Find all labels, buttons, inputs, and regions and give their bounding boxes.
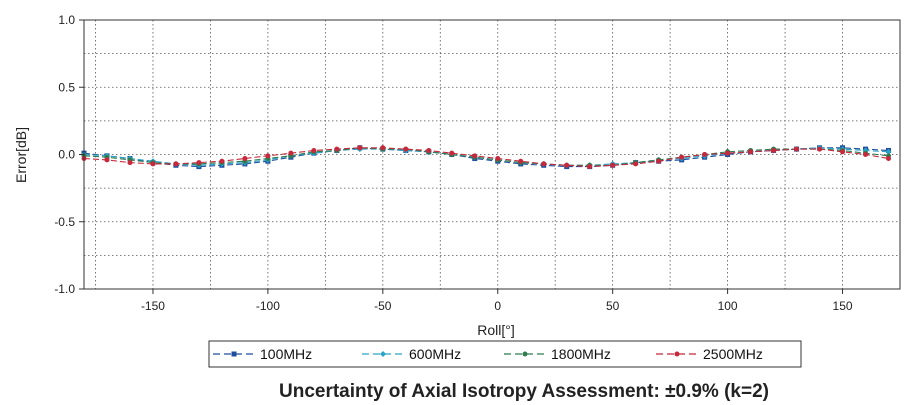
series-layer [81,144,892,170]
data-point [150,161,156,167]
data-point [518,158,524,164]
data-point [357,145,363,151]
data-point [725,150,731,156]
y-tick-label: 0.0 [58,148,75,162]
series-2500MHz [81,145,892,170]
data-point [288,150,294,156]
x-axis-ticks: -150 -100 -50 0 50 100 150 [141,289,853,313]
x-tick-label: -150 [141,299,165,313]
data-point [311,147,317,153]
data-point [380,145,386,151]
y-axis-title: Error[dB] [13,127,29,183]
x-tick-label: -100 [256,299,280,313]
x-tick-label: 150 [833,299,853,313]
data-point [610,162,616,168]
legend-label: 100MHz [260,346,312,362]
y-tick-label: -0.5 [54,215,75,229]
data-point [541,161,547,167]
data-point [748,149,754,155]
y-tick-label: 1.0 [58,13,75,27]
legend-label: 1800MHz [551,346,611,362]
data-point [886,156,892,162]
legend-label: 2500MHz [703,346,763,362]
data-point [656,158,662,164]
data-point [265,153,271,159]
legend-label: 600MHz [409,346,461,362]
data-point [219,158,225,164]
data-point [472,153,478,159]
legend-swatch-marker [522,351,528,357]
legend-item: 600MHz [362,346,461,362]
data-point [426,147,432,153]
data-point [679,154,685,160]
data-point [817,146,823,152]
x-tick-label: 0 [494,299,501,313]
legend: 100MHz 600MHz 1800MHz 2500MHz [208,340,802,368]
legend-item: 2500MHz [656,346,763,362]
data-point [840,149,846,155]
y-tick-label: -1.0 [54,282,75,296]
legend-item: 100MHz [213,346,312,362]
series-line [83,147,889,168]
data-point [127,160,133,166]
data-point [334,146,340,152]
legend-item: 1800MHz [504,346,611,362]
data-point [863,152,869,157]
x-axis-title: Roll[°] [477,322,515,338]
chart-caption: Uncertainty of Axial Isotropy Assessment… [279,381,769,402]
data-point [196,160,202,166]
data-point [495,156,501,162]
x-tick-label: -50 [374,299,392,313]
x-tick-label: 100 [718,299,738,313]
data-point [771,147,777,153]
data-point [564,162,570,168]
data-point [104,157,110,163]
data-point [633,161,639,167]
legend-swatch-marker [380,351,386,357]
legend-swatch-marker [674,351,680,357]
data-point [587,164,593,170]
data-point [403,146,409,152]
data-point [173,161,179,167]
data-point [242,156,248,162]
data-point [885,148,892,155]
y-axis-ticks: 1.0 0.5 0.0 -0.5 -1.0 [54,13,84,296]
data-point [794,146,800,152]
x-tick-label: 50 [606,299,620,313]
legend-swatch-marker [231,351,237,357]
data-point [449,150,455,156]
data-point [702,152,708,157]
y-tick-label: 0.5 [58,80,75,94]
